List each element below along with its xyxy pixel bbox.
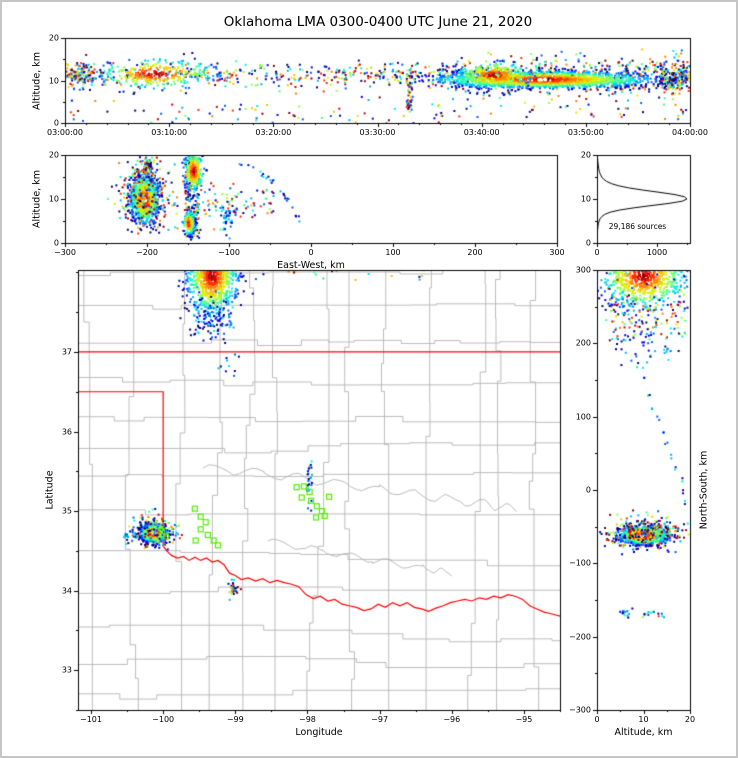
lma-figure: Oklahoma LMA 0300-0400 UTC June 21, 2020… — [0, 0, 738, 758]
figure-canvas — [0, 0, 738, 758]
